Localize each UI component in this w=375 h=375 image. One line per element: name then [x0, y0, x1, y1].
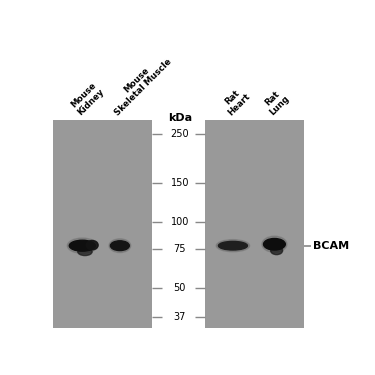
Text: Rat
Heart: Rat Heart: [219, 84, 252, 117]
Ellipse shape: [271, 246, 283, 255]
Text: kDa: kDa: [168, 113, 192, 123]
Ellipse shape: [67, 238, 98, 254]
Text: 37: 37: [174, 312, 186, 322]
Text: Rat
Lung: Rat Lung: [261, 87, 291, 117]
Ellipse shape: [110, 241, 129, 250]
Ellipse shape: [218, 242, 248, 250]
Text: 100: 100: [171, 217, 189, 227]
Ellipse shape: [69, 240, 95, 251]
Ellipse shape: [264, 238, 285, 250]
Text: BCAM: BCAM: [313, 241, 349, 251]
Text: 50: 50: [174, 283, 186, 293]
Text: Mouse
Kidney: Mouse Kidney: [69, 80, 106, 117]
Text: 250: 250: [171, 129, 189, 139]
Ellipse shape: [262, 236, 287, 252]
Ellipse shape: [216, 240, 250, 252]
Text: Mouse
Skeletal Muscle: Mouse Skeletal Muscle: [106, 50, 174, 117]
Bar: [53, 120, 152, 328]
Text: 75: 75: [174, 244, 186, 255]
Bar: [205, 120, 304, 328]
Ellipse shape: [78, 248, 92, 256]
Ellipse shape: [86, 240, 98, 250]
Ellipse shape: [109, 239, 131, 252]
Text: 150: 150: [171, 178, 189, 188]
